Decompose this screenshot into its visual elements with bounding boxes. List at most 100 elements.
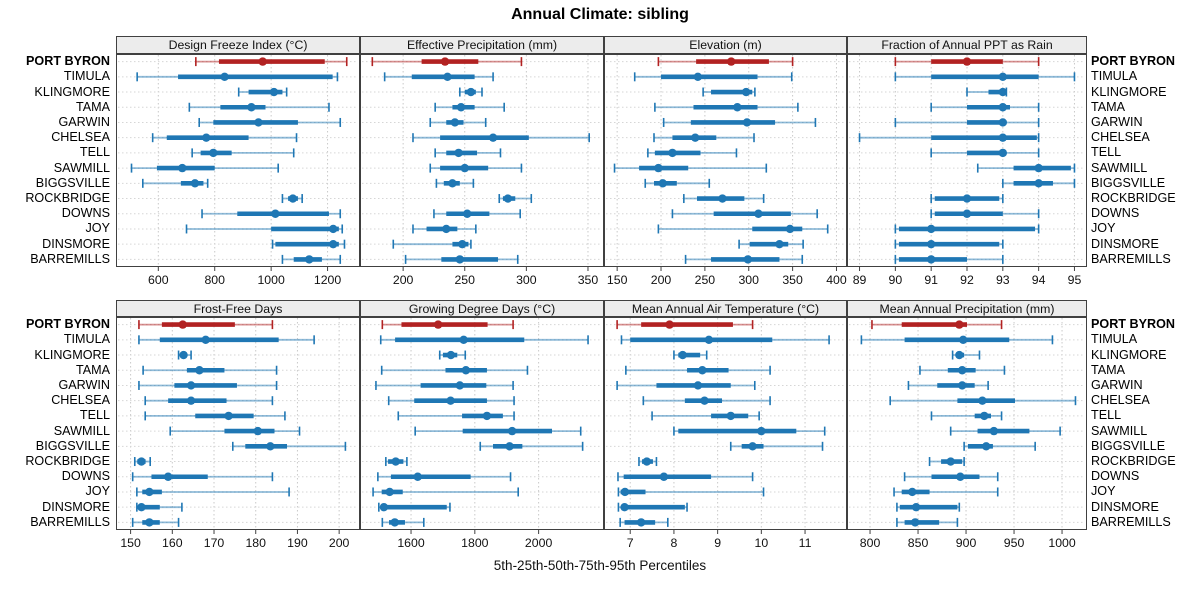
row-label-left-biggsville: BIGGSVILLE [35,175,110,190]
percentile-bar-port-byron [871,320,1003,330]
row-label-left-tell: TELL [79,408,110,423]
percentile-bar-dinsmore [894,239,1004,249]
x-tick-label: 850 [908,536,929,550]
gridlines [362,318,602,529]
percentile-bar-tell [651,411,760,421]
row-label-left-rockbridge: ROCKBRIDGE [25,454,110,469]
x-tick-label: 91 [924,273,938,287]
percentile-bar-klingmore [966,87,1008,97]
percentile-bar-garwin [616,380,756,390]
panel-header-frost-free-days: Frost-Free Days [116,300,360,317]
percentile-bar-klingmore [177,350,192,360]
percentile-bar-tell [647,148,738,158]
percentile-bar-dinsmore [378,502,451,512]
percentile-bar-tama [654,102,799,112]
row-label-left-sawmill: SAWMILL [53,423,110,438]
x-axis-elevation-m-: 150 200 250 300 350 400 [607,267,847,287]
row-label-right-timula: TIMULA [1091,332,1138,347]
percentile-bar-garwin [907,380,989,390]
row-label-right-tama: TAMA [1091,362,1126,377]
percentile-bar-port-byron [657,57,794,67]
percentile-bar-biggsville [435,178,475,188]
percentile-bar-tama [930,102,1040,112]
gridlines [362,55,602,266]
row-label-right-biggsville: BIGGSVILLE [1091,175,1166,190]
x-tick-label: 900 [956,536,977,550]
row-label-left-garwin: GARWIN [58,114,110,129]
percentile-bar-barremills [684,254,804,264]
percentile-bar-klingmore [459,87,483,97]
percentile-bar-garwin [198,117,342,127]
gridlines [606,55,845,266]
row-label-right-klingmore: KLINGMORE [1091,347,1167,362]
percentile-bar-tama [188,102,330,112]
x-tick-label: 250 [695,273,716,287]
percentile-bar-rockbridge [385,457,408,467]
row-label-right-garwin: GARWIN [1091,377,1143,392]
x-axis-mean-annual-precipitation-mm-: 800 850 900 950 1000 [860,530,1076,550]
x-tick-label: 800 [204,273,225,287]
percentile-bar-chelsea [889,396,1077,406]
percentile-bar-sawmill [613,163,768,173]
row-label-left-tama: TAMA [75,362,110,377]
percentile-bar-timula [894,72,1076,82]
row-label-right-port-byron: PORT BYRON [1091,317,1175,332]
percentile-bar-downs [671,209,818,219]
row-label-right-downs: DOWNS [1091,206,1140,221]
x-tick-label: 1000 [257,273,285,287]
x-tick-label: 300 [738,273,759,287]
percentile-bar-chelsea [653,133,755,143]
x-tick-label: 8 [671,536,678,550]
x-tick-label: 95 [1068,273,1082,287]
row-label-left-port-byron: PORT BYRON [26,317,110,332]
panel-header-growing-degree-days-c-: Growing Degree Days (°C) [360,300,604,317]
percentile-bar-barremills [619,517,669,527]
percentile-bar-downs [903,472,999,482]
row-label-left-klingmore: KLINGMORE [34,347,110,362]
percentile-bar-sawmill [429,163,523,173]
panel-header-elevation-m-: Elevation (m) [604,36,847,54]
row-label-left-joy: JOY [85,221,111,236]
x-tick-label: 150 [120,536,141,550]
x-tick-label: 950 [1004,536,1025,550]
row-label-right-downs: DOWNS [1091,469,1140,484]
row-label-right-timula: TIMULA [1091,69,1138,84]
row-label-right-sawmill: SAWMILL [1091,160,1148,175]
gridlines [118,55,358,266]
row-label-left-downs: DOWNS [61,206,110,221]
gridlines [849,318,1085,529]
percentile-bar-barremills [381,517,425,527]
row-label-left-tell: TELL [79,145,110,160]
percentile-bar-chelsea [412,133,591,143]
percentile-bar-rockbridge [638,457,658,467]
percentile-bar-tama [919,365,1006,375]
x-tick-label: 10 [754,536,768,550]
percentile-bar-dinsmore [136,502,183,512]
row-label-left-rockbridge: ROCKBRIDGE [25,191,110,206]
x-tick-label: 1000 [1048,536,1076,550]
panel-plot-mean-annual-precipitation-mm- [847,317,1087,530]
row-label-left-dinsmore: DINSMORE [42,236,110,251]
row-label-left-tama: TAMA [75,99,110,114]
percentile-bar-klingmore [673,350,708,360]
percentile-bar-dinsmore [271,239,346,249]
row-label-right-biggsville: BIGGSVILLE [1091,438,1166,453]
x-axis-design-freeze-index-c-: 600 800 1000 1200 [148,267,341,287]
x-tick-label: 160 [162,536,183,550]
x-tick-label: 350 [578,273,599,287]
x-tick-label: 400 [826,273,847,287]
panel-plot-growing-degree-days-c- [360,317,604,530]
row-label-right-barremills: BARREMILLS [1091,514,1171,529]
row-label-left-joy: JOY [85,484,111,499]
percentile-bar-tama [380,365,529,375]
row-label-right-tell: TELL [1091,145,1122,160]
row-label-right-sawmill: SAWMILL [1091,423,1148,438]
percentile-bar-sawmill [414,426,582,436]
percentile-bar-sawmill [673,426,826,436]
percentile-bar-sawmill [949,426,1061,436]
x-tick-label: 9 [714,536,721,550]
row-label-left-sawmill: SAWMILL [53,160,110,175]
percentile-bar-biggsville [963,441,1036,451]
row-label-right-barremills: BARREMILLS [1091,251,1171,266]
x-tick-label: 1800 [461,536,489,550]
